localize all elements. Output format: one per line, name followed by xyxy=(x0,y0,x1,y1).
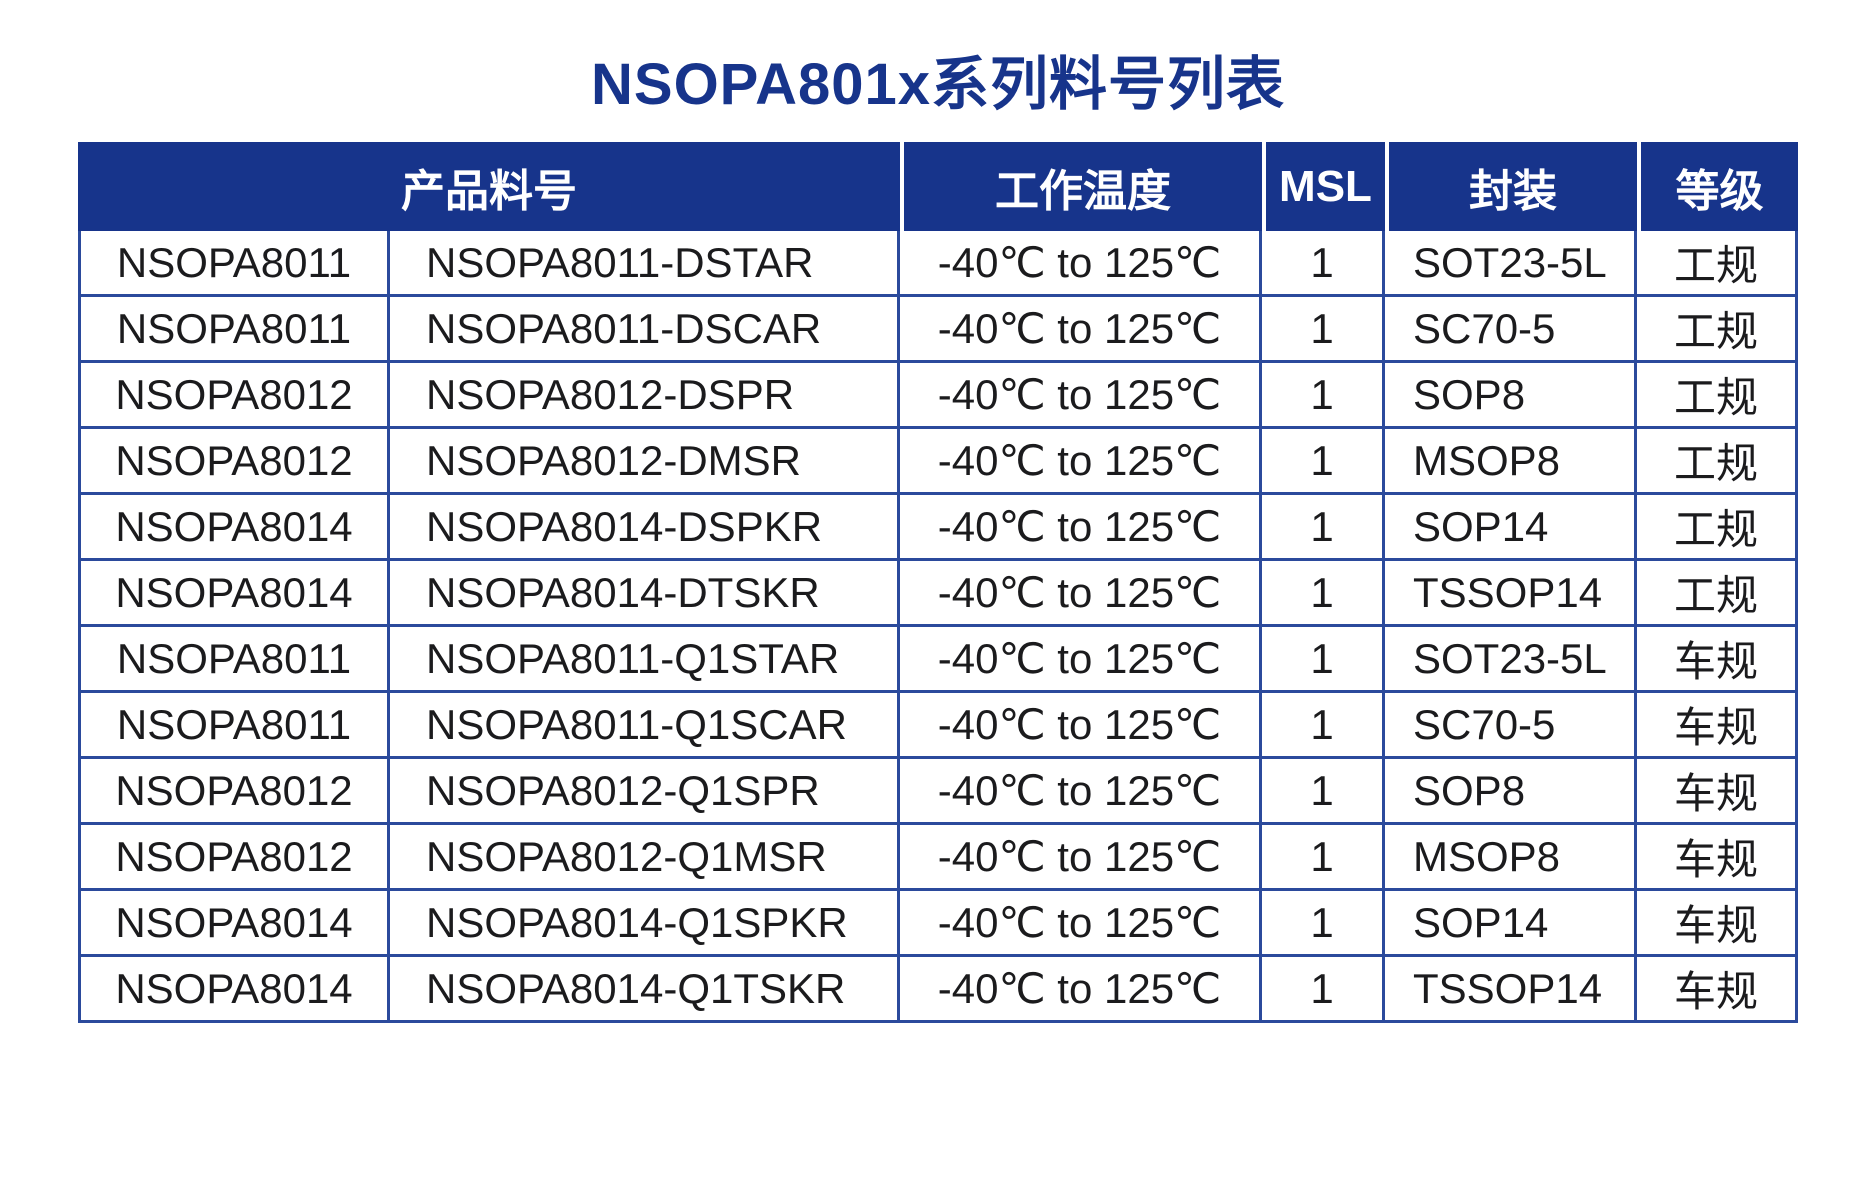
grade-cell: 工规 xyxy=(1637,561,1798,627)
header-grade: 等级 xyxy=(1637,142,1798,231)
grade-cell: 工规 xyxy=(1637,429,1798,495)
product-cell: NSOPA8014 xyxy=(78,561,390,627)
temp-cell: -40℃ to 125℃ xyxy=(900,957,1262,1023)
part-number-cell: NSOPA8012-DMSR xyxy=(390,429,900,495)
msl-cell: 1 xyxy=(1262,891,1385,957)
package-cell: TSSOP14 xyxy=(1385,957,1637,1023)
grade-cell: 车规 xyxy=(1637,627,1798,693)
table-row: NSOPA8014 NSOPA8014-DTSKR -40℃ to 125℃ 1… xyxy=(78,561,1798,627)
grade-cell: 工规 xyxy=(1637,231,1798,297)
temp-cell: -40℃ to 125℃ xyxy=(900,231,1262,297)
grade-cell: 工规 xyxy=(1637,363,1798,429)
package-cell: SOP8 xyxy=(1385,363,1637,429)
page-title: NSOPA801x系列料号列表 xyxy=(591,52,1285,117)
temp-cell: -40℃ to 125℃ xyxy=(900,495,1262,561)
grade-cell: 车规 xyxy=(1637,759,1798,825)
table-row: NSOPA8011 NSOPA8011-DSCAR -40℃ to 125℃ 1… xyxy=(78,297,1798,363)
msl-cell: 1 xyxy=(1262,759,1385,825)
parts-table: 产品料号 工作温度 MSL 封装 等级 NSOPA8011 NSOPA8011-… xyxy=(78,142,1798,1023)
table-header: 产品料号 工作温度 MSL 封装 等级 xyxy=(78,142,1798,231)
package-cell: SOP14 xyxy=(1385,495,1637,561)
temp-cell: -40℃ to 125℃ xyxy=(900,363,1262,429)
product-cell: NSOPA8011 xyxy=(78,693,390,759)
table-row: NSOPA8012 NSOPA8012-DSPR -40℃ to 125℃ 1 … xyxy=(78,363,1798,429)
part-number-cell: NSOPA8012-DSPR xyxy=(390,363,900,429)
temp-cell: -40℃ to 125℃ xyxy=(900,561,1262,627)
msl-cell: 1 xyxy=(1262,363,1385,429)
table-row: NSOPA8011 NSOPA8011-Q1SCAR -40℃ to 125℃ … xyxy=(78,693,1798,759)
temp-cell: -40℃ to 125℃ xyxy=(900,825,1262,891)
temp-cell: -40℃ to 125℃ xyxy=(900,759,1262,825)
product-cell: NSOPA8014 xyxy=(78,957,390,1023)
part-number-cell: NSOPA8012-Q1MSR xyxy=(390,825,900,891)
grade-cell: 车规 xyxy=(1637,957,1798,1023)
package-cell: SOT23-5L xyxy=(1385,231,1637,297)
header-temp: 工作温度 xyxy=(900,142,1262,231)
grade-cell: 车规 xyxy=(1637,693,1798,759)
table-row: NSOPA8012 NSOPA8012-Q1SPR -40℃ to 125℃ 1… xyxy=(78,759,1798,825)
table-row: NSOPA8014 NSOPA8014-Q1SPKR -40℃ to 125℃ … xyxy=(78,891,1798,957)
part-number-cell: NSOPA8011-Q1STAR xyxy=(390,627,900,693)
msl-cell: 1 xyxy=(1262,429,1385,495)
part-number-cell: NSOPA8011-Q1SCAR xyxy=(390,693,900,759)
grade-cell: 车规 xyxy=(1637,825,1798,891)
product-cell: NSOPA8012 xyxy=(78,363,390,429)
msl-cell: 1 xyxy=(1262,825,1385,891)
header-msl: MSL xyxy=(1262,142,1385,231)
table-row: NSOPA8014 NSOPA8014-DSPKR -40℃ to 125℃ 1… xyxy=(78,495,1798,561)
part-number-cell: NSOPA8011-DSCAR xyxy=(390,297,900,363)
table-row: NSOPA8011 NSOPA8011-DSTAR -40℃ to 125℃ 1… xyxy=(78,231,1798,297)
product-cell: NSOPA8014 xyxy=(78,891,390,957)
product-cell: NSOPA8011 xyxy=(78,231,390,297)
msl-cell: 1 xyxy=(1262,231,1385,297)
package-cell: SOT23-5L xyxy=(1385,627,1637,693)
table-row: NSOPA8012 NSOPA8012-DMSR -40℃ to 125℃ 1 … xyxy=(78,429,1798,495)
part-number-cell: NSOPA8011-DSTAR xyxy=(390,231,900,297)
table-body: NSOPA8011 NSOPA8011-DSTAR -40℃ to 125℃ 1… xyxy=(78,231,1798,1023)
msl-cell: 1 xyxy=(1262,297,1385,363)
package-cell: SC70-5 xyxy=(1385,297,1637,363)
grade-cell: 工规 xyxy=(1637,495,1798,561)
table-row: NSOPA8012 NSOPA8012-Q1MSR -40℃ to 125℃ 1… xyxy=(78,825,1798,891)
temp-cell: -40℃ to 125℃ xyxy=(900,297,1262,363)
header-row: 产品料号 工作温度 MSL 封装 等级 xyxy=(78,142,1798,231)
grade-cell: 车规 xyxy=(1637,891,1798,957)
msl-cell: 1 xyxy=(1262,561,1385,627)
msl-cell: 1 xyxy=(1262,693,1385,759)
temp-cell: -40℃ to 125℃ xyxy=(900,627,1262,693)
package-cell: TSSOP14 xyxy=(1385,561,1637,627)
product-cell: NSOPA8012 xyxy=(78,825,390,891)
temp-cell: -40℃ to 125℃ xyxy=(900,429,1262,495)
package-cell: MSOP8 xyxy=(1385,429,1637,495)
package-cell: SOP8 xyxy=(1385,759,1637,825)
product-cell: NSOPA8012 xyxy=(78,429,390,495)
package-cell: SC70-5 xyxy=(1385,693,1637,759)
part-number-cell: NSOPA8014-DSPKR xyxy=(390,495,900,561)
product-cell: NSOPA8014 xyxy=(78,495,390,561)
product-cell: NSOPA8011 xyxy=(78,297,390,363)
part-number-cell: NSOPA8014-Q1SPKR xyxy=(390,891,900,957)
table-row: NSOPA8014 NSOPA8014-Q1TSKR -40℃ to 125℃ … xyxy=(78,957,1798,1023)
header-package: 封装 xyxy=(1385,142,1637,231)
part-number-cell: NSOPA8014-Q1TSKR xyxy=(390,957,900,1023)
product-cell: NSOPA8012 xyxy=(78,759,390,825)
msl-cell: 1 xyxy=(1262,957,1385,1023)
header-product: 产品料号 xyxy=(78,142,900,231)
msl-cell: 1 xyxy=(1262,627,1385,693)
temp-cell: -40℃ to 125℃ xyxy=(900,693,1262,759)
part-number-cell: NSOPA8012-Q1SPR xyxy=(390,759,900,825)
grade-cell: 工规 xyxy=(1637,297,1798,363)
package-cell: SOP14 xyxy=(1385,891,1637,957)
package-cell: MSOP8 xyxy=(1385,825,1637,891)
msl-cell: 1 xyxy=(1262,495,1385,561)
temp-cell: -40℃ to 125℃ xyxy=(900,891,1262,957)
product-cell: NSOPA8011 xyxy=(78,627,390,693)
part-number-cell: NSOPA8014-DTSKR xyxy=(390,561,900,627)
table-row: NSOPA8011 NSOPA8011-Q1STAR -40℃ to 125℃ … xyxy=(78,627,1798,693)
